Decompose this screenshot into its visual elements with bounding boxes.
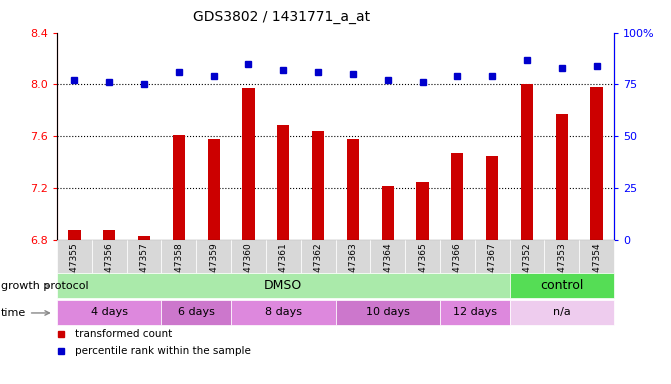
FancyBboxPatch shape [544, 240, 579, 273]
Bar [242, 88, 254, 240]
Text: GSM447360: GSM447360 [244, 243, 253, 297]
FancyBboxPatch shape [57, 273, 509, 298]
FancyBboxPatch shape [440, 300, 509, 325]
Text: GSM447361: GSM447361 [278, 243, 288, 297]
FancyBboxPatch shape [405, 240, 440, 273]
Bar [172, 135, 185, 240]
Text: 12 days: 12 days [453, 308, 497, 318]
Text: n/a: n/a [553, 308, 570, 318]
Text: GSM447354: GSM447354 [592, 243, 601, 297]
Bar [277, 125, 289, 240]
Text: GSM447357: GSM447357 [140, 243, 148, 297]
FancyBboxPatch shape [266, 240, 301, 273]
Text: GSM447355: GSM447355 [70, 243, 79, 297]
FancyBboxPatch shape [127, 240, 162, 273]
FancyBboxPatch shape [301, 240, 336, 273]
Text: growth protocol: growth protocol [1, 281, 89, 291]
Bar [138, 236, 150, 240]
Text: GSM447358: GSM447358 [174, 243, 183, 297]
Bar [68, 230, 81, 240]
Text: GSM447356: GSM447356 [105, 243, 114, 297]
FancyBboxPatch shape [440, 240, 475, 273]
FancyBboxPatch shape [197, 240, 231, 273]
FancyBboxPatch shape [509, 273, 614, 298]
Text: GSM447363: GSM447363 [348, 243, 358, 297]
FancyBboxPatch shape [509, 240, 544, 273]
Bar [417, 182, 429, 240]
FancyBboxPatch shape [57, 240, 92, 273]
FancyBboxPatch shape [475, 240, 509, 273]
FancyBboxPatch shape [162, 240, 197, 273]
FancyBboxPatch shape [579, 240, 614, 273]
Text: GSM447367: GSM447367 [488, 243, 497, 297]
Text: time: time [1, 308, 50, 318]
Bar [382, 185, 394, 240]
Bar [590, 87, 603, 240]
Text: control: control [540, 279, 584, 292]
Bar [207, 139, 220, 240]
Text: transformed count: transformed count [75, 329, 172, 339]
Text: 6 days: 6 days [178, 308, 215, 318]
Text: percentile rank within the sample: percentile rank within the sample [75, 346, 251, 356]
Bar [486, 156, 499, 240]
FancyBboxPatch shape [370, 240, 405, 273]
Text: GSM447365: GSM447365 [418, 243, 427, 297]
Text: GDS3802 / 1431771_a_at: GDS3802 / 1431771_a_at [193, 10, 370, 23]
FancyBboxPatch shape [336, 300, 440, 325]
FancyBboxPatch shape [509, 300, 614, 325]
Text: GSM447366: GSM447366 [453, 243, 462, 297]
FancyBboxPatch shape [162, 300, 231, 325]
Bar [312, 131, 324, 240]
FancyBboxPatch shape [336, 240, 370, 273]
FancyBboxPatch shape [57, 300, 162, 325]
FancyBboxPatch shape [92, 240, 127, 273]
Text: GSM447362: GSM447362 [313, 243, 323, 297]
Bar [556, 114, 568, 240]
Text: GSM447364: GSM447364 [383, 243, 393, 297]
Text: GSM447359: GSM447359 [209, 243, 218, 297]
Bar [521, 84, 533, 240]
Bar [103, 230, 115, 240]
Bar [347, 139, 359, 240]
Text: DMSO: DMSO [264, 279, 303, 292]
Bar [451, 153, 464, 240]
FancyBboxPatch shape [231, 240, 266, 273]
Text: 10 days: 10 days [366, 308, 410, 318]
Text: GSM447353: GSM447353 [557, 243, 566, 297]
Text: 4 days: 4 days [91, 308, 127, 318]
FancyBboxPatch shape [231, 300, 336, 325]
Text: GSM447352: GSM447352 [523, 243, 531, 297]
Text: 8 days: 8 days [265, 308, 302, 318]
